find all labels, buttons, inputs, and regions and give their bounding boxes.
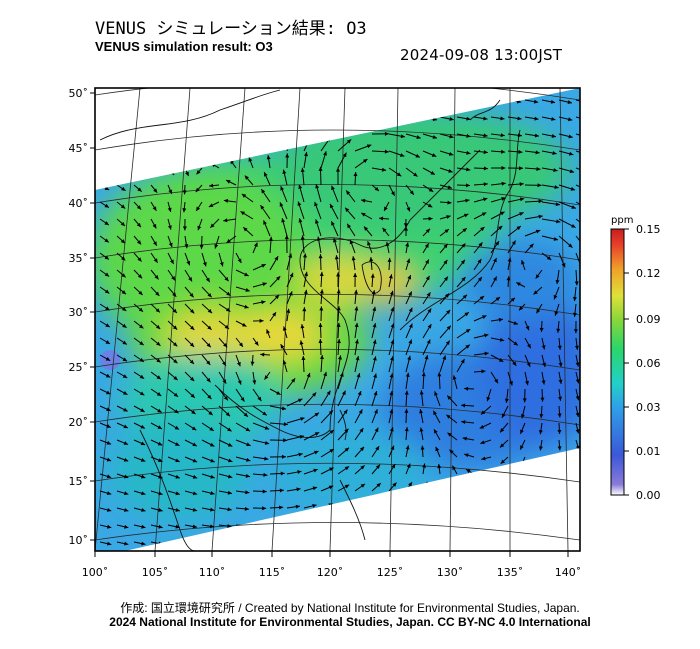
- lat-label: 35˚: [69, 252, 89, 265]
- lon-label: 120˚: [317, 566, 344, 579]
- lat-label: 20˚: [69, 416, 89, 429]
- timestamp: 2024-09-08 13:00JST: [400, 46, 563, 64]
- latitude-labels: 50˚ 45˚ 40˚ 35˚ 30˚ 25˚ 20˚ 15˚ 10˚: [69, 87, 95, 547]
- colorbar: ppm 0.15 0.12 0.09 0.06 0.03 0.01 0.00: [610, 215, 661, 502]
- title-english: VENUS simulation result: O3: [95, 39, 273, 54]
- colorbar-tick-label: 0.06: [636, 357, 661, 370]
- lat-label: 30˚: [69, 306, 89, 319]
- lon-label: 105˚: [142, 566, 169, 579]
- lon-label: 140˚: [555, 566, 582, 579]
- colorbar-ticks: 0.15 0.12 0.09 0.06 0.03 0.01 0.00: [624, 223, 661, 502]
- title-japanese: VENUS シミュレーション結果: O3: [95, 19, 367, 39]
- lon-label: 135˚: [497, 566, 524, 579]
- lon-label: 115˚: [259, 566, 286, 579]
- lon-label: 130˚: [437, 566, 464, 579]
- map-frame: [94, 87, 581, 552]
- lat-label: 15˚: [69, 475, 89, 488]
- graticule: [95, 88, 580, 551]
- colorbar-tick-label: 0.15: [636, 223, 661, 236]
- license-line: 2024 National Institute for Environmenta…: [109, 615, 591, 629]
- colorbar-gradient: [610, 228, 625, 496]
- longitude-labels: 100˚ 105˚ 110˚ 115˚ 120˚ 125˚ 130˚ 135˚ 140˚: [82, 551, 582, 579]
- colorbar-tick-label: 0.09: [636, 313, 661, 326]
- lat-label: 45˚: [69, 142, 89, 155]
- lat-label: 40˚: [69, 197, 89, 210]
- credit-line: 作成: 国立環境研究所 / Created by National Instit…: [120, 601, 580, 615]
- lon-label: 125˚: [377, 566, 404, 579]
- lon-label: 110˚: [199, 566, 226, 579]
- colorbar-tick-label: 0.03: [636, 401, 661, 414]
- simulation-map: 50˚ 45˚ 40˚ 35˚ 30˚ 25˚ 20˚ 15˚ 10˚ 100˚ 105˚ 110˚…: [69, 87, 661, 579]
- colorbar-tick-label: 0.01: [636, 445, 661, 458]
- lat-label: 25˚: [69, 361, 89, 374]
- colorbar-tick-label: 0.12: [636, 267, 661, 280]
- lat-label: 10˚: [69, 534, 89, 547]
- lon-label: 100˚: [82, 566, 109, 579]
- colorbar-tick-label: 0.00: [636, 489, 661, 502]
- coastlines: [99, 89, 521, 551]
- lat-label: 50˚: [69, 87, 89, 100]
- colorbar-unit: ppm: [611, 215, 633, 226]
